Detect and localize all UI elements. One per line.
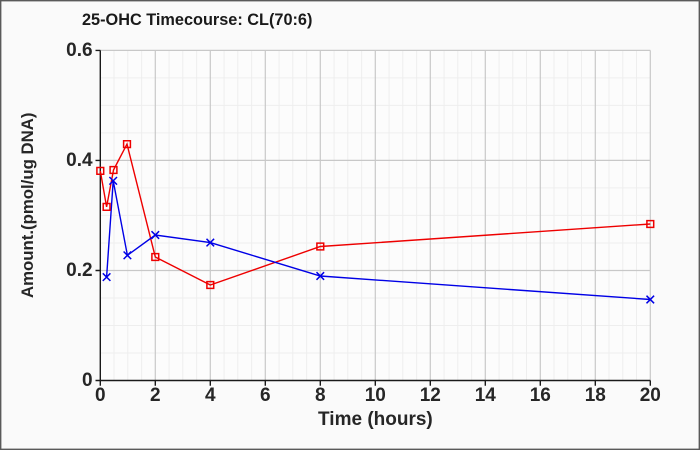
svg-text:Amount.(pmol/ug DNA): Amount.(pmol/ug DNA) bbox=[18, 113, 37, 298]
svg-text:18: 18 bbox=[585, 385, 606, 406]
svg-text:25-OHC Timecourse: CL(70:6): 25-OHC Timecourse: CL(70:6) bbox=[82, 11, 312, 29]
svg-text:14: 14 bbox=[475, 385, 497, 406]
svg-text:4: 4 bbox=[205, 385, 216, 406]
svg-text:12: 12 bbox=[420, 385, 441, 406]
svg-text:8: 8 bbox=[315, 385, 326, 406]
svg-text:10: 10 bbox=[365, 385, 386, 406]
svg-text:0: 0 bbox=[82, 370, 93, 391]
svg-text:16: 16 bbox=[530, 385, 551, 406]
svg-text:6: 6 bbox=[260, 385, 271, 406]
svg-text:0.4: 0.4 bbox=[66, 150, 93, 171]
svg-text:20: 20 bbox=[640, 385, 661, 406]
svg-text:Time (hours): Time (hours) bbox=[318, 409, 433, 430]
svg-text:2: 2 bbox=[150, 385, 161, 406]
svg-text:0: 0 bbox=[95, 385, 106, 406]
svg-text:0.6: 0.6 bbox=[66, 40, 92, 61]
svg-text:0.2: 0.2 bbox=[66, 260, 92, 281]
